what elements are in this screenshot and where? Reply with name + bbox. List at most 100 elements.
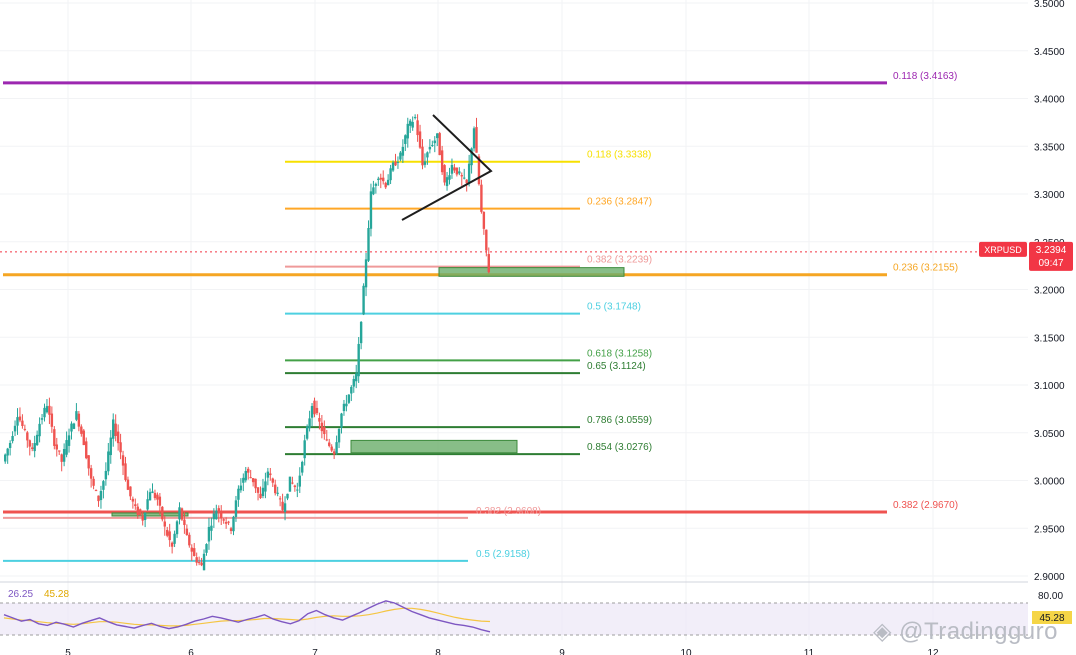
- candle-body: [355, 373, 358, 382]
- candle-body: [460, 175, 463, 177]
- candle-body: [485, 229, 488, 251]
- candle-body: [60, 454, 63, 462]
- candle-body: [33, 443, 36, 452]
- candle-body: [21, 420, 24, 426]
- price-tick-0: 3.5000: [1034, 0, 1065, 10]
- candle-body: [450, 165, 454, 174]
- candle-body: [55, 444, 58, 450]
- candle-body: [153, 492, 157, 499]
- candle-body: [23, 428, 27, 430]
- price-tick-8: 3.1000: [1034, 381, 1065, 392]
- rsi-current-value: 45.28: [1039, 613, 1064, 624]
- candle-body: [188, 534, 191, 546]
- candle-body: [298, 475, 301, 487]
- demand-zone-middle: [350, 439, 518, 454]
- candle-body: [170, 542, 174, 547]
- candle-body: [249, 477, 252, 479]
- date-tick-5: 10: [680, 648, 692, 655]
- symbol-tag: [979, 241, 1027, 257]
- candle-body: [301, 461, 304, 473]
- candle-body: [391, 162, 395, 171]
- candle-body: [303, 440, 306, 459]
- candle-body: [413, 117, 417, 119]
- candle-body: [40, 418, 44, 420]
- price-tick-10: 3.0000: [1034, 477, 1065, 488]
- candle-body: [134, 504, 137, 507]
- candle-body: [320, 422, 324, 432]
- candle-body: [202, 553, 206, 571]
- candle-body: [475, 127, 478, 153]
- candle-body: [212, 513, 216, 520]
- fib-label-7: 0.618 (3.1258): [587, 348, 652, 359]
- candle-body: [109, 437, 112, 456]
- candle-body: [352, 378, 355, 387]
- candle-body: [357, 343, 360, 377]
- price-tick-4: 3.3000: [1034, 190, 1065, 201]
- candle-body: [244, 470, 247, 481]
- candle-body: [65, 440, 68, 455]
- candle-body: [161, 506, 164, 520]
- candle-body: [308, 418, 311, 429]
- rsi-ma-label: 45.28: [44, 589, 69, 600]
- candle-body: [131, 498, 135, 502]
- candle-body: [416, 120, 419, 136]
- candle-body: [53, 429, 56, 446]
- fib-label-5: 0.382 (3.2239): [587, 255, 652, 266]
- candle-body: [217, 508, 220, 514]
- candle-body: [38, 423, 41, 437]
- candle-body: [99, 490, 103, 501]
- candle-body: [288, 476, 292, 492]
- candle-body: [227, 521, 230, 523]
- candle-body: [359, 321, 363, 344]
- candle-body: [229, 528, 233, 531]
- candle-body: [293, 485, 297, 488]
- candle-body: [409, 120, 412, 126]
- candle-body: [72, 423, 76, 429]
- price-tick-6: 3.2000: [1034, 286, 1065, 297]
- tradingview-icon: ◈: [872, 618, 900, 645]
- candle-body: [463, 177, 466, 179]
- candle-body: [215, 510, 218, 520]
- candle-body: [271, 478, 274, 483]
- candle-body: [426, 152, 429, 158]
- date-tick-4: 9: [559, 648, 565, 655]
- watermark: ◈ @Tradingguro: [873, 617, 1058, 646]
- candle-body: [436, 133, 439, 139]
- candle-body: [382, 177, 385, 182]
- candle-body: [13, 425, 17, 432]
- candle-body: [345, 403, 348, 407]
- candle-body: [396, 161, 400, 163]
- candle-body: [237, 488, 240, 500]
- candle-body: [369, 191, 373, 229]
- candle-body: [394, 161, 397, 166]
- candle-body: [428, 146, 432, 150]
- candle-body: [121, 455, 125, 466]
- candle-body: [197, 562, 201, 564]
- candle-body: [75, 411, 78, 420]
- candle-body: [220, 511, 223, 519]
- countdown-value: 09:47: [1038, 258, 1063, 269]
- candle-body: [80, 426, 83, 434]
- candle-body: [261, 487, 265, 497]
- candle-body: [323, 427, 326, 435]
- current-price-value: 3.2394: [1036, 245, 1067, 256]
- price-tick-2: 3.4000: [1034, 95, 1065, 106]
- candle-body: [173, 533, 176, 544]
- candle-body: [465, 179, 468, 184]
- candle-body: [119, 442, 122, 453]
- fib-label-11: 0.382 (2.9608): [476, 506, 541, 517]
- candle-body: [18, 416, 22, 421]
- candle-body: [205, 544, 208, 553]
- candle-body: [440, 150, 444, 173]
- candle-body: [332, 451, 336, 455]
- candle-body: [58, 450, 61, 452]
- candle-body: [266, 471, 270, 478]
- candle-body: [43, 407, 46, 418]
- candle-body: [477, 156, 481, 185]
- rsi-line: [3, 600, 491, 633]
- candle-body: [87, 455, 90, 469]
- candle-body: [374, 183, 378, 186]
- candle-body: [35, 434, 39, 446]
- candle-body: [256, 487, 260, 493]
